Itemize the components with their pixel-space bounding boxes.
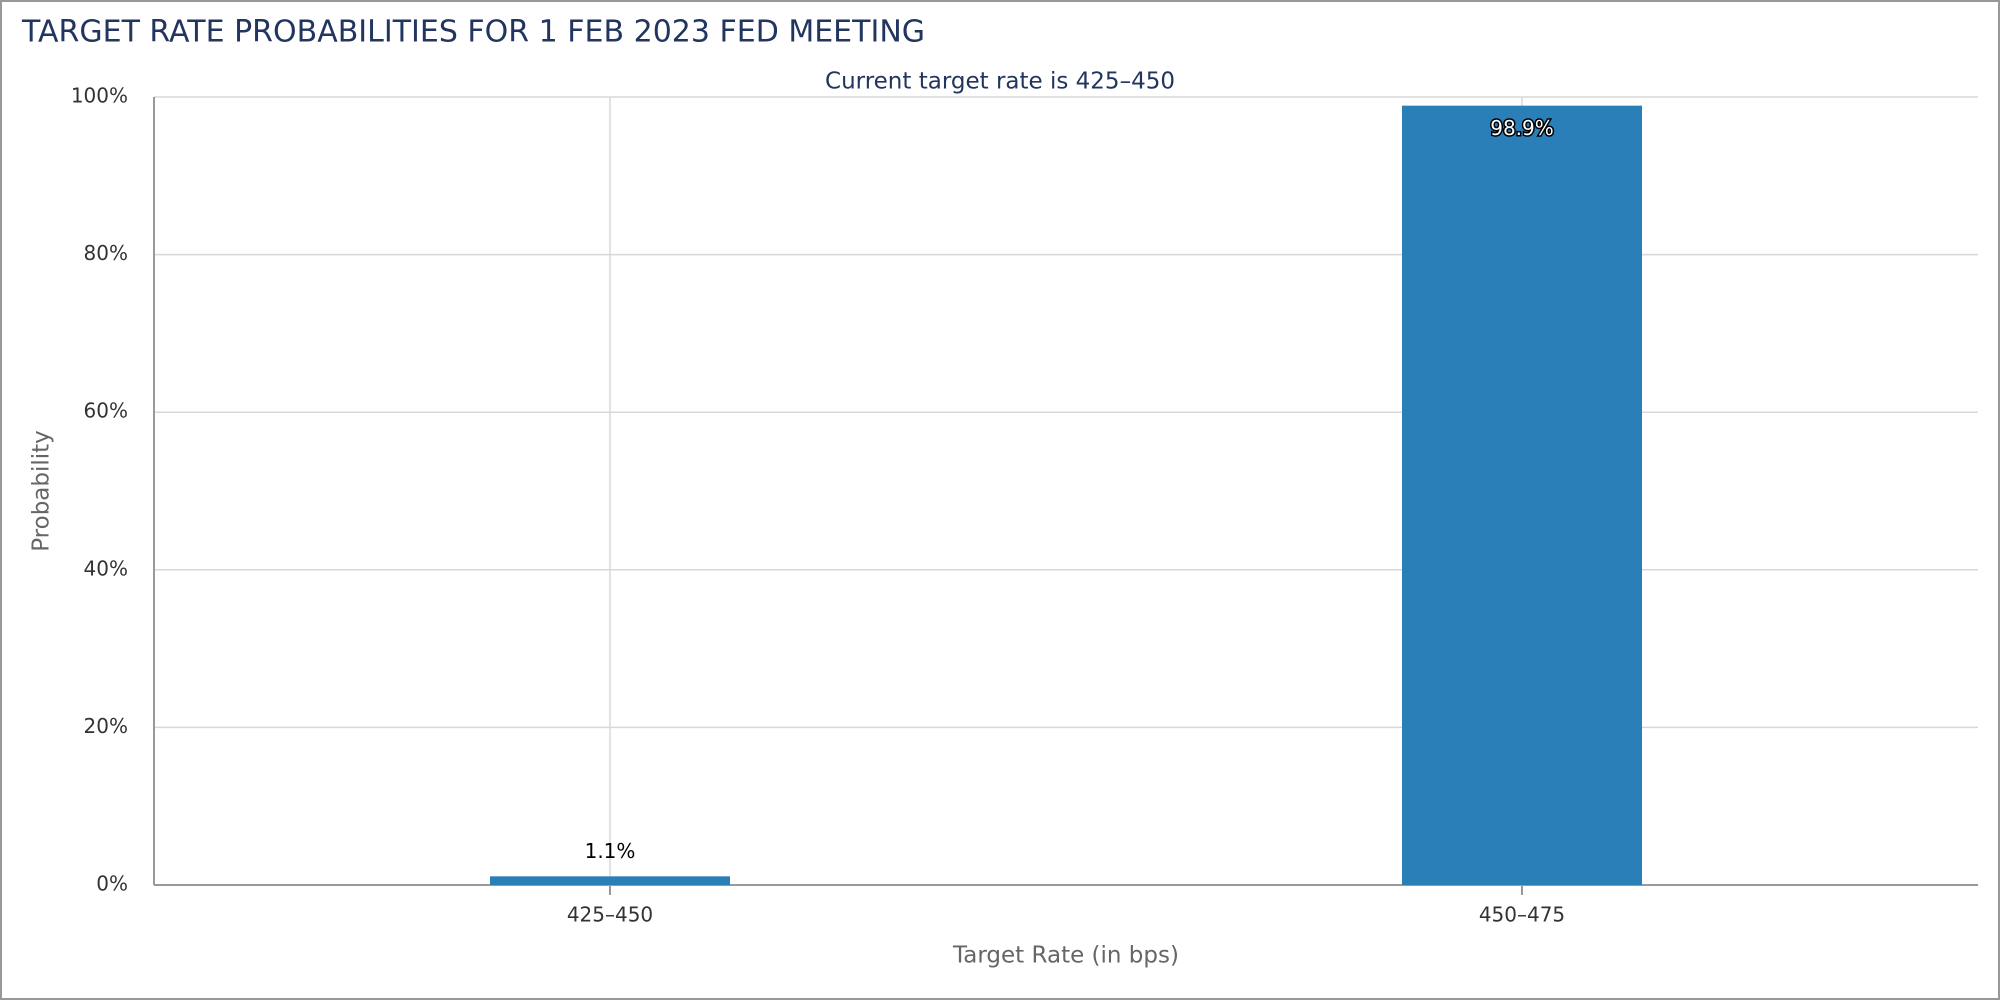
data-label: 98.9% <box>1490 116 1554 140</box>
x-tick-label: 450–475 <box>1479 903 1565 927</box>
bar <box>1402 105 1642 886</box>
y-tick-label: 100% <box>71 84 128 108</box>
data-label: 1.1% <box>585 839 636 863</box>
bar <box>490 876 730 885</box>
y-tick-label: 0% <box>96 872 128 896</box>
x-tick-label: 425–450 <box>567 903 653 927</box>
y-tick-label: 60% <box>84 399 128 423</box>
chart-title: TARGET RATE PROBABILITIES FOR 1 FEB 2023… <box>21 15 925 50</box>
y-tick-label: 80% <box>84 241 128 265</box>
y-tick-label: 40% <box>84 556 128 580</box>
x-axis-label: Target Rate (in bps) <box>952 943 1179 969</box>
y-axis-label: Probability <box>29 430 55 552</box>
y-tick-label: 20% <box>84 714 128 738</box>
chart-subtitle: Current target rate is 425–450 <box>825 69 1175 95</box>
